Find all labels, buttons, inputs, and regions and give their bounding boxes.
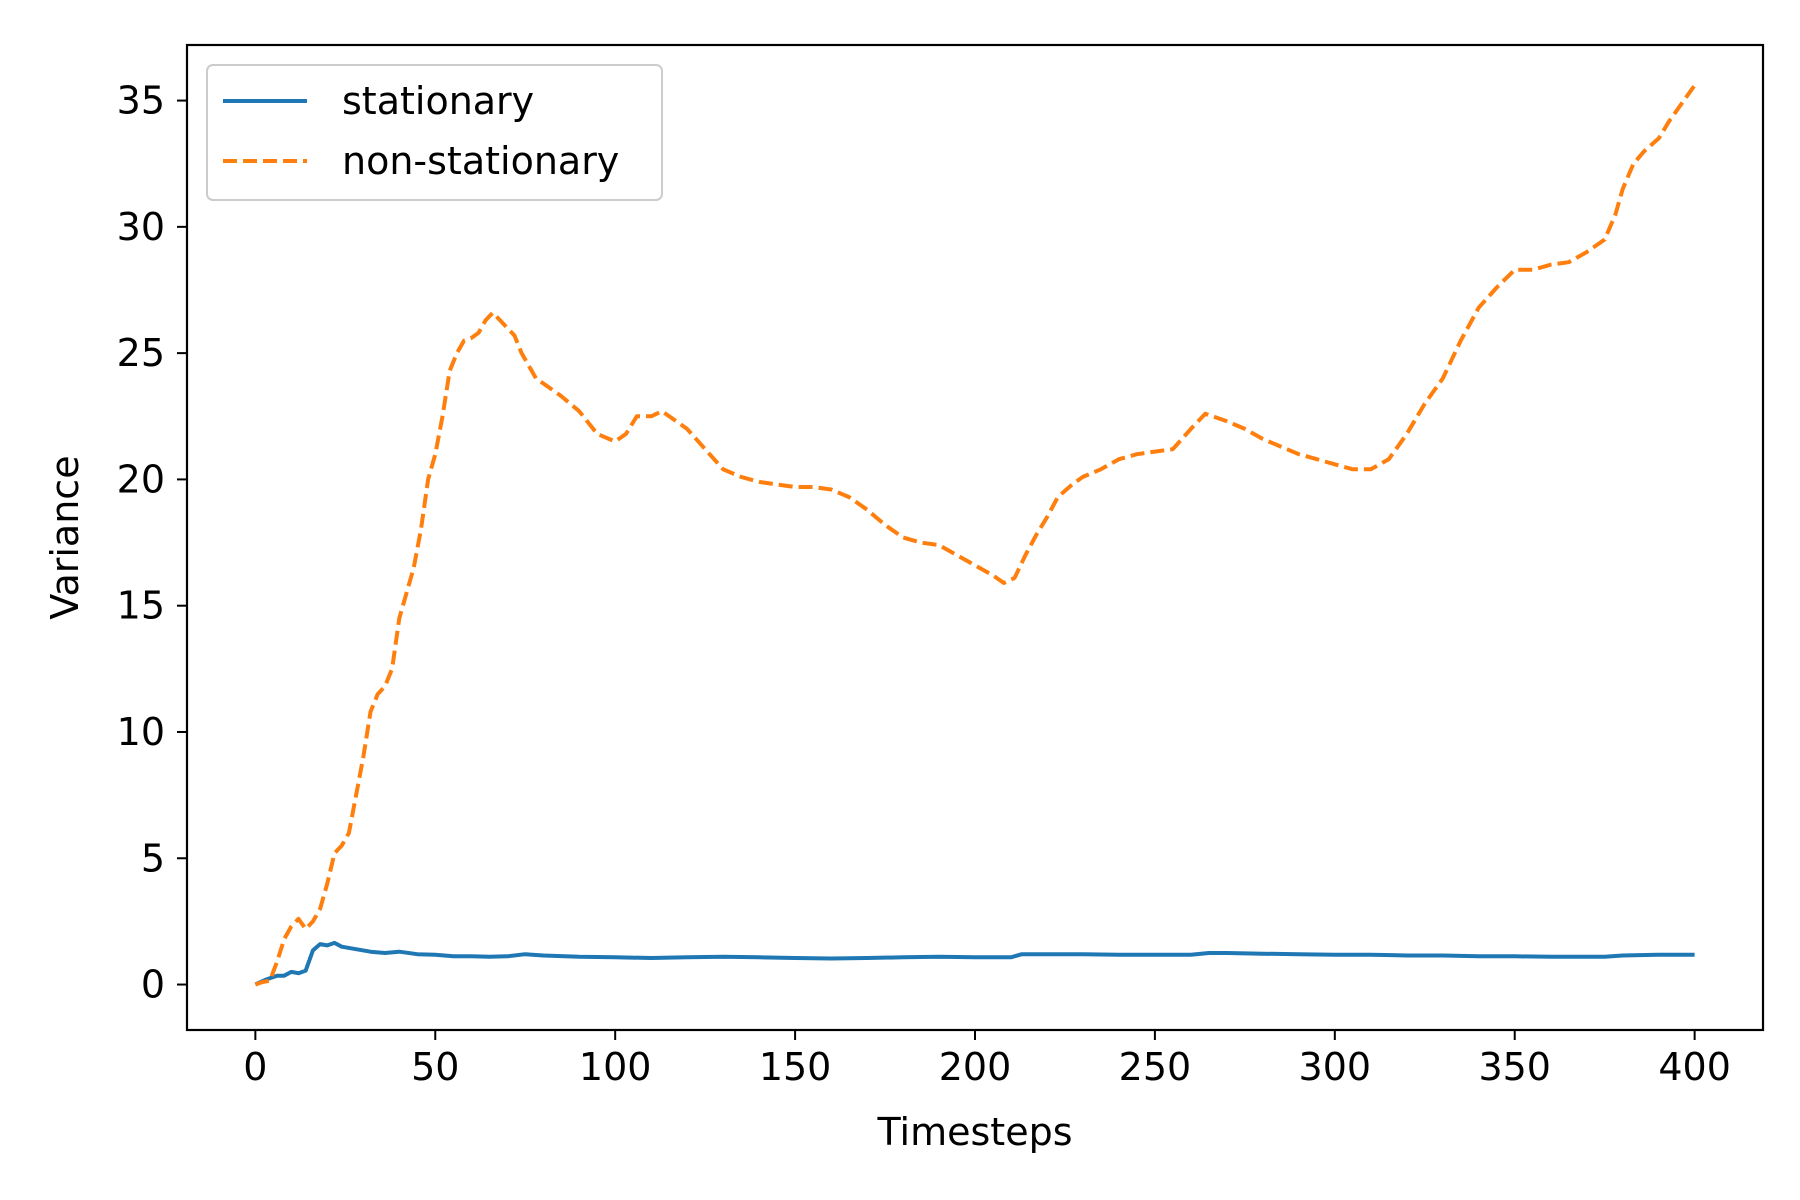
x-tick-label: 300 bbox=[1299, 1045, 1372, 1089]
series-line-non-stationary bbox=[254, 84, 1697, 987]
y-axis: 0 5 10 15 20 25 30 35 bbox=[117, 79, 187, 1007]
y-tick-label: 0 bbox=[141, 963, 165, 1007]
y-tick-label: 30 bbox=[117, 205, 165, 249]
plot-lines bbox=[254, 84, 1697, 987]
x-tick-label: 400 bbox=[1658, 1045, 1731, 1089]
x-tick-label: 100 bbox=[579, 1045, 652, 1089]
x-tick-label: 250 bbox=[1119, 1045, 1192, 1089]
legend-label-stationary: stationary bbox=[342, 79, 534, 123]
series-line-stationary bbox=[254, 940, 1695, 987]
x-tick-label: 50 bbox=[411, 1045, 459, 1089]
y-tick-label: 20 bbox=[117, 457, 165, 501]
x-axis-title: Timesteps bbox=[877, 1110, 1073, 1154]
x-tick-label: 200 bbox=[939, 1045, 1012, 1089]
legend: stationary non-stationary bbox=[206, 64, 663, 201]
y-axis-title: Variance bbox=[43, 455, 87, 619]
y-tick-label: 15 bbox=[117, 584, 165, 628]
legend-box bbox=[206, 64, 663, 201]
y-tick-label: 10 bbox=[117, 710, 165, 754]
x-tick-label: 350 bbox=[1478, 1045, 1551, 1089]
y-tick-label: 35 bbox=[117, 79, 165, 123]
legend-label-non-stationary: non-stationary bbox=[342, 139, 619, 183]
x-axis: 0 50 100 150 200 250 300 350 400 bbox=[243, 1030, 1731, 1089]
y-tick-label: 25 bbox=[117, 331, 165, 375]
x-tick-label: 0 bbox=[243, 1045, 267, 1089]
x-tick-label: 150 bbox=[759, 1045, 832, 1089]
y-tick-label: 5 bbox=[141, 836, 165, 880]
